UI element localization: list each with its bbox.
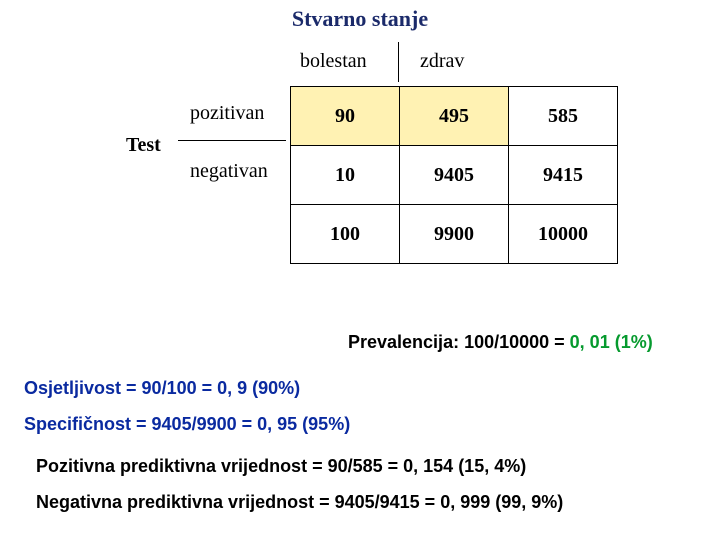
row-header-divider: [178, 140, 286, 141]
metric-sensitivity: Osjetljivost = 90/100 = 0, 9 (90%): [24, 378, 300, 399]
axis-label-test: Test: [126, 134, 161, 157]
cell-tp: 90: [291, 87, 400, 146]
cell-col2-total: 9900: [400, 205, 509, 264]
metric-prevalence: Prevalencija: 100/10000 = 0, 01 (1%): [348, 332, 653, 353]
metric-ppv: Pozitivna prediktivna vrijednost = 90/58…: [36, 456, 526, 477]
metric-npv: Negativna prediktivna vrijednost = 9405/…: [36, 492, 563, 513]
table-row: 100 9900 10000: [291, 205, 618, 264]
cell-grand-total: 10000: [509, 205, 618, 264]
cell-fn: 10: [291, 146, 400, 205]
cell-row1-total: 585: [509, 87, 618, 146]
cell-col1-total: 100: [291, 205, 400, 264]
row-header-negativan: negativan: [190, 160, 268, 183]
prevalence-label: Prevalencija: 100/10000 =: [348, 332, 570, 352]
table-row: 90 495 585: [291, 87, 618, 146]
cell-tn: 9405: [400, 146, 509, 205]
row-header-pozitivan: pozitivan: [190, 102, 264, 125]
contingency-table: 90 495 585 10 9405 9415 100 9900 10000: [290, 86, 618, 264]
col-header-divider: [398, 42, 399, 82]
col-header-zdrav: zdrav: [420, 50, 464, 73]
page-title: Stvarno stanje: [0, 6, 720, 32]
table-row: 10 9405 9415: [291, 146, 618, 205]
cell-row2-total: 9415: [509, 146, 618, 205]
metric-specificity: Specifičnost = 9405/9900 = 0, 95 (95%): [24, 414, 350, 435]
col-header-bolestan: bolestan: [300, 50, 367, 73]
prevalence-value: 0, 01 (1%): [570, 332, 653, 352]
cell-fp: 495: [400, 87, 509, 146]
